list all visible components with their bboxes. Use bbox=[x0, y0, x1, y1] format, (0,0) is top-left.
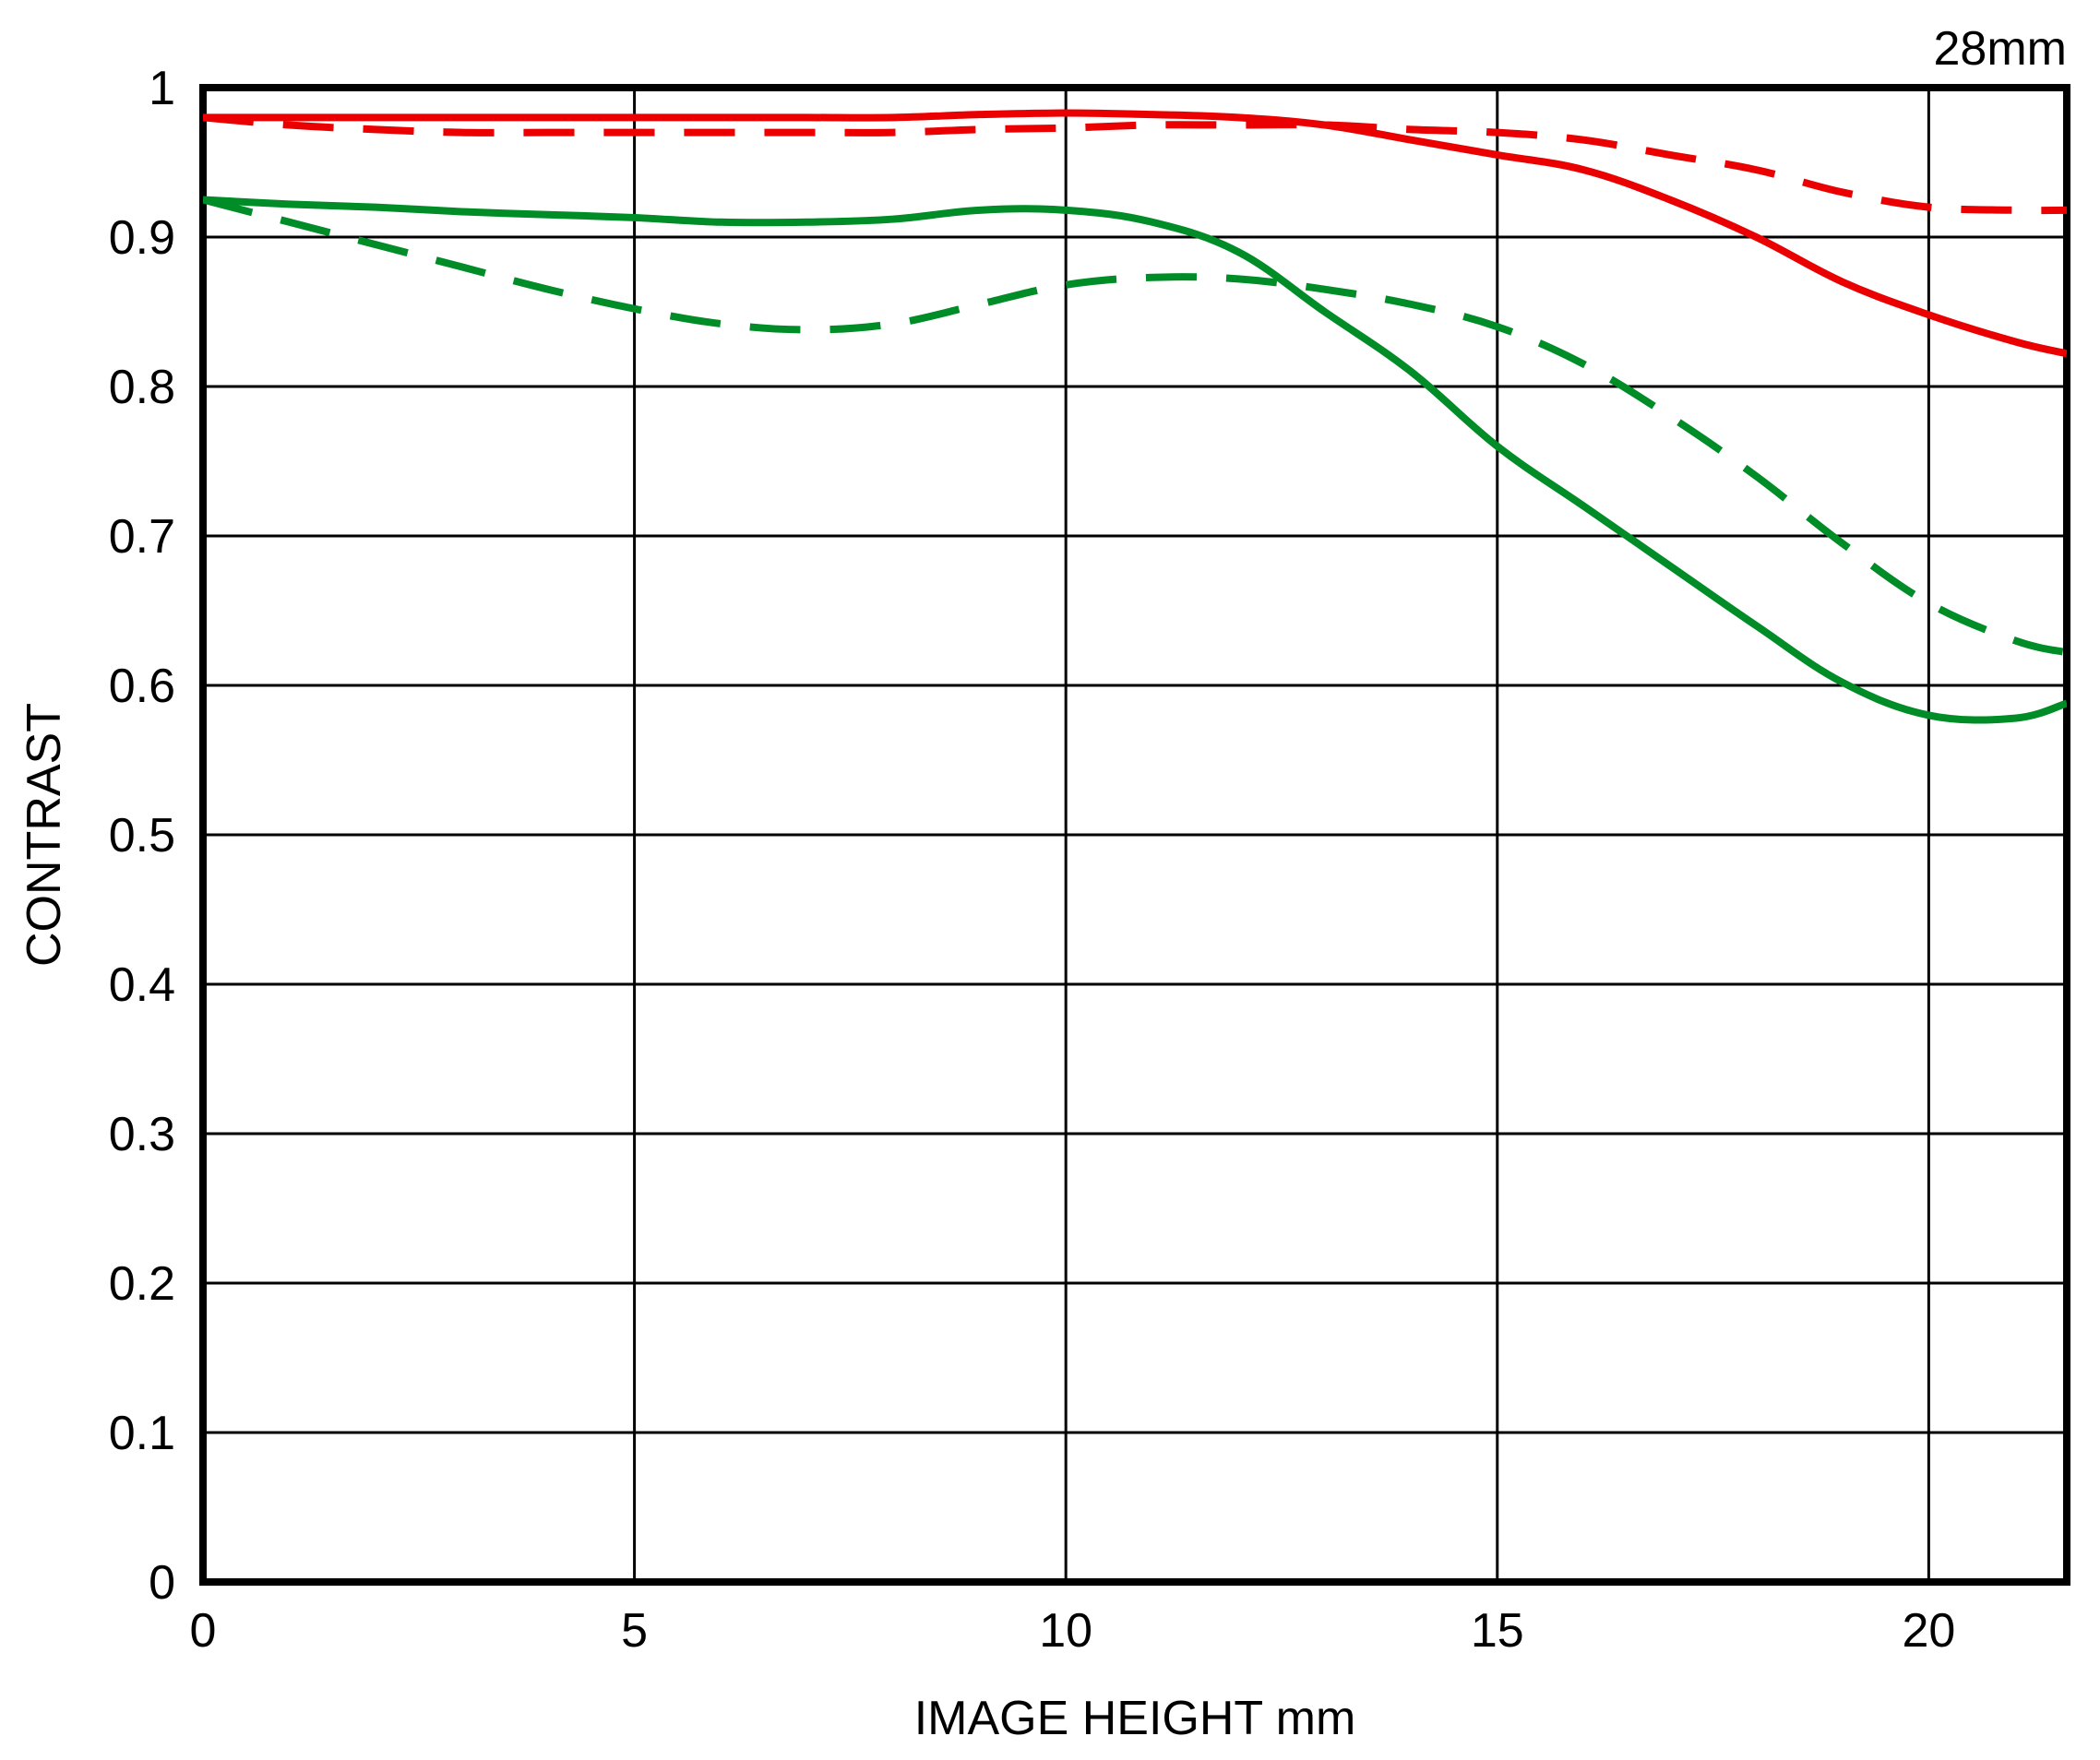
x-tick-label: 15 bbox=[1471, 1604, 1524, 1658]
y-tick-label: 0.1 bbox=[109, 1407, 175, 1460]
y-tick-label: 0.2 bbox=[109, 1257, 175, 1311]
x-tick-label: 5 bbox=[621, 1604, 648, 1658]
y-axis-label: CONTRAST bbox=[18, 703, 71, 967]
y-tick-label: 0.7 bbox=[109, 510, 175, 564]
mtf-chart: { "chart": { "type": "line", "title_anno… bbox=[0, 0, 2100, 1760]
y-tick-label: 1 bbox=[149, 62, 175, 115]
y-tick-label: 0.4 bbox=[109, 958, 175, 1012]
y-tick-label: 0 bbox=[149, 1556, 175, 1610]
chart-svg: 0 5 10 15 20 0 0.1 0.2 0.3 0.4 0.5 0.6 0.7 0.8 0.9 1 IMA… bbox=[0, 0, 2100, 1760]
focal-length-annotation: 28mm bbox=[1934, 22, 2067, 76]
x-tick-label: 0 bbox=[190, 1604, 217, 1658]
y-tick-label: 0.3 bbox=[109, 1108, 175, 1161]
x-tick-label: 10 bbox=[1039, 1604, 1092, 1658]
y-tick-label: 0.9 bbox=[109, 211, 175, 265]
y-tick-label: 0.5 bbox=[109, 809, 175, 862]
x-tick-label: 20 bbox=[1902, 1604, 1955, 1658]
chart-background bbox=[0, 0, 2100, 1760]
y-tick-label: 0.8 bbox=[109, 361, 175, 414]
y-tick-label: 0.6 bbox=[109, 660, 175, 713]
x-axis-label: IMAGE HEIGHT mm bbox=[914, 1692, 1356, 1745]
